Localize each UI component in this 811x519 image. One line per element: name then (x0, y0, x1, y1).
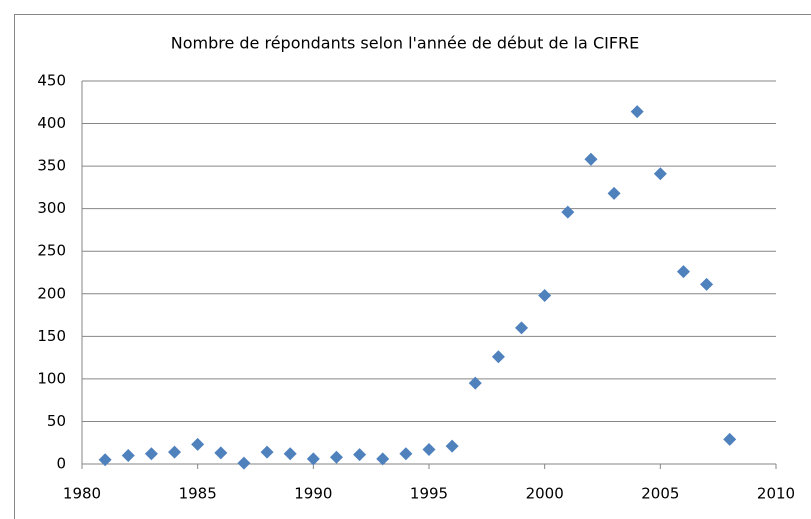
x-tick-label: 2010 (757, 485, 795, 503)
point (260, 445, 274, 459)
point (723, 432, 737, 446)
y-tick-label: 450 (37, 72, 66, 90)
point (376, 452, 390, 466)
y-tick-label: 300 (37, 199, 66, 217)
y-tick-label: 100 (37, 369, 66, 387)
chart-title: Nombre de répondants selon l'année de dé… (171, 34, 640, 53)
point (561, 205, 575, 219)
point (607, 186, 621, 200)
point (445, 439, 459, 453)
point (329, 450, 343, 464)
point (422, 443, 436, 457)
point (491, 350, 505, 364)
point (653, 167, 667, 181)
y-tick-label: 150 (37, 327, 66, 345)
point (584, 152, 598, 166)
point (399, 447, 413, 461)
point (306, 452, 320, 466)
x-tick-label: 1985 (179, 485, 217, 503)
point (353, 448, 367, 462)
x-tick-label: 1980 (63, 485, 101, 503)
point (121, 448, 135, 462)
y-tick-label: 0 (56, 455, 66, 473)
y-tick-label: 250 (37, 242, 66, 260)
chart-frame (14, 14, 811, 519)
point (144, 447, 158, 461)
point (98, 453, 112, 467)
point (630, 105, 644, 119)
point (676, 265, 690, 279)
x-tick-label: 2000 (526, 485, 564, 503)
point (538, 288, 552, 302)
point (700, 277, 714, 291)
point (168, 445, 182, 459)
y-tick-label: 200 (37, 284, 66, 302)
x-tick-label: 1990 (294, 485, 332, 503)
y-tick-label: 400 (37, 114, 66, 132)
point (237, 456, 251, 470)
y-tick-label: 350 (37, 157, 66, 175)
point (283, 447, 297, 461)
x-tick-label: 1995 (410, 485, 448, 503)
point (214, 446, 228, 460)
point (515, 321, 529, 335)
point (191, 437, 205, 451)
point (468, 376, 482, 390)
y-tick-label: 50 (47, 412, 66, 430)
x-tick-label: 2005 (641, 485, 679, 503)
